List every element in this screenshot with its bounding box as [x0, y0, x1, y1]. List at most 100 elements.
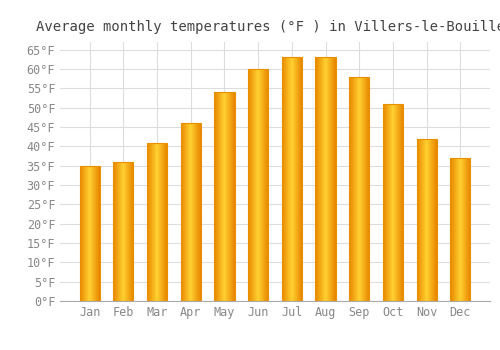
Bar — [327, 57, 328, 301]
Bar — [232, 92, 233, 301]
Bar — [222, 92, 223, 301]
Bar — [86, 166, 87, 301]
Bar — [256, 69, 257, 301]
Bar — [122, 162, 124, 301]
Bar — [95, 166, 96, 301]
Bar — [131, 162, 132, 301]
Bar — [391, 104, 392, 301]
Bar — [349, 77, 350, 301]
Bar — [192, 123, 193, 301]
Bar — [397, 104, 398, 301]
Bar — [385, 104, 386, 301]
Bar — [223, 92, 224, 301]
Bar — [467, 158, 468, 301]
Bar — [400, 104, 401, 301]
Bar — [220, 92, 221, 301]
Bar — [92, 166, 93, 301]
Bar — [333, 57, 334, 301]
Bar — [262, 69, 263, 301]
Bar — [200, 123, 201, 301]
Bar — [199, 123, 200, 301]
Bar — [193, 123, 194, 301]
Bar — [184, 123, 186, 301]
Bar — [120, 162, 122, 301]
Bar — [149, 142, 150, 301]
Bar — [188, 123, 190, 301]
Bar — [326, 57, 327, 301]
Bar — [83, 166, 84, 301]
Bar — [418, 139, 419, 301]
Bar — [383, 104, 403, 301]
Bar — [460, 158, 461, 301]
Bar — [254, 69, 255, 301]
Bar — [252, 69, 253, 301]
Bar — [416, 139, 437, 301]
Bar — [292, 57, 293, 301]
Bar — [126, 162, 128, 301]
Bar — [96, 166, 97, 301]
Bar — [352, 77, 353, 301]
Bar — [118, 162, 120, 301]
Bar — [89, 166, 90, 301]
Bar — [294, 57, 295, 301]
Bar — [362, 77, 364, 301]
Bar — [113, 162, 134, 301]
Bar — [354, 77, 355, 301]
Bar — [394, 104, 395, 301]
Bar — [464, 158, 465, 301]
Bar — [265, 69, 266, 301]
Bar — [389, 104, 390, 301]
Bar — [231, 92, 232, 301]
Bar — [97, 166, 98, 301]
Bar — [450, 158, 451, 301]
Bar — [228, 92, 229, 301]
Bar — [335, 57, 336, 301]
Bar — [422, 139, 424, 301]
Bar — [147, 142, 148, 301]
Bar — [214, 92, 215, 301]
Bar — [93, 166, 94, 301]
Bar — [154, 142, 155, 301]
Bar — [466, 158, 467, 301]
Bar — [197, 123, 198, 301]
Bar — [196, 123, 197, 301]
Bar — [453, 158, 454, 301]
Bar — [198, 123, 199, 301]
Bar — [148, 142, 149, 301]
Bar — [160, 142, 161, 301]
Bar — [165, 142, 166, 301]
Bar — [316, 57, 317, 301]
Bar — [248, 69, 250, 301]
Bar — [416, 139, 417, 301]
Bar — [99, 166, 100, 301]
Bar — [156, 142, 157, 301]
Bar — [191, 123, 192, 301]
Bar — [267, 69, 268, 301]
Bar — [147, 142, 167, 301]
Bar — [233, 92, 234, 301]
Bar — [255, 69, 256, 301]
Bar — [226, 92, 227, 301]
Bar — [298, 57, 300, 301]
Bar — [88, 166, 89, 301]
Bar — [263, 69, 264, 301]
Bar — [80, 166, 100, 301]
Bar — [350, 77, 351, 301]
Bar — [98, 166, 99, 301]
Bar — [288, 57, 289, 301]
Bar — [321, 57, 322, 301]
Bar — [259, 69, 260, 301]
Bar — [356, 77, 357, 301]
Bar — [300, 57, 302, 301]
Bar — [293, 57, 294, 301]
Bar — [334, 57, 335, 301]
Bar — [282, 57, 283, 301]
Bar — [248, 69, 268, 301]
Bar — [282, 57, 302, 301]
Bar — [317, 57, 318, 301]
Bar — [221, 92, 222, 301]
Title: Average monthly temperatures (°F ) in Villers-le-Bouillet: Average monthly temperatures (°F ) in Vi… — [36, 20, 500, 34]
Bar — [395, 104, 396, 301]
Bar — [116, 162, 117, 301]
Bar — [316, 57, 336, 301]
